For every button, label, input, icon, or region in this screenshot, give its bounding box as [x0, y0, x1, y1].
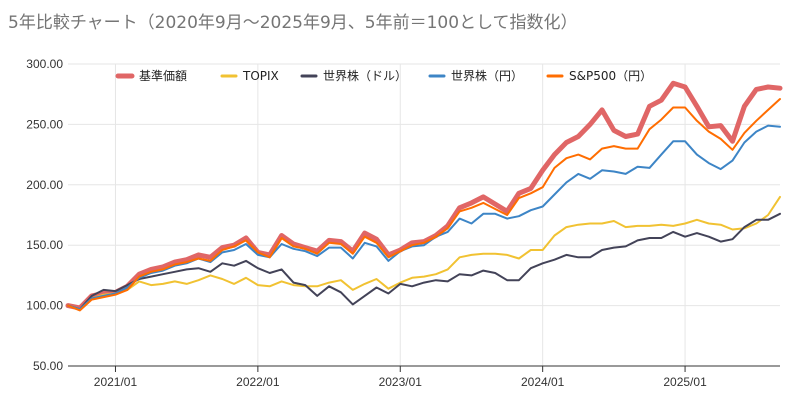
- y-tick-label: 250.00: [26, 117, 63, 131]
- y-tick-label: 200.00: [26, 178, 63, 192]
- x-tick-label: 2024/01: [521, 375, 565, 389]
- chart-title: 5年比較チャート（2020年9月～2025年9月、5年前＝100として指数化）: [8, 13, 578, 33]
- legend-label-3: 世界株（円）: [451, 68, 523, 83]
- legend-label-4: S&P500（円）: [569, 69, 652, 83]
- y-tick-label: 150.00: [26, 238, 63, 252]
- y-tick-label: 100.00: [26, 299, 63, 313]
- y-axis-ticks: 300.00 250.00 200.00 150.00 100.00 50.00: [26, 57, 63, 373]
- series-line-3: [67, 124, 781, 311]
- x-tick-label: 2022/01: [236, 375, 280, 389]
- x-tick-label: 2025/01: [663, 375, 707, 389]
- legend-label-0: 基準価額: [139, 68, 187, 83]
- x-tick-label: 2023/01: [379, 375, 423, 389]
- y-tick-label: 50.00: [33, 359, 63, 373]
- legend-label-2: 世界株（ドル）: [323, 68, 407, 83]
- x-tick-label: 2021/01: [94, 375, 138, 389]
- series-line-0: [65, 80, 783, 311]
- series-lines: [65, 80, 783, 312]
- legend: 基準価額 TOPIX 世界株（ドル） 世界株（円） S&P500（円）: [115, 68, 652, 83]
- grid: [68, 63, 780, 366]
- legend-label-1: TOPIX: [242, 69, 279, 83]
- series-line-1: [67, 195, 781, 311]
- y-tick-label: 300.00: [26, 57, 63, 71]
- x-axis-ticks: 2021/01 2022/01 2023/01 2024/01 2025/01: [94, 366, 707, 389]
- series-line-2: [67, 212, 781, 311]
- series-line-4: [67, 98, 781, 312]
